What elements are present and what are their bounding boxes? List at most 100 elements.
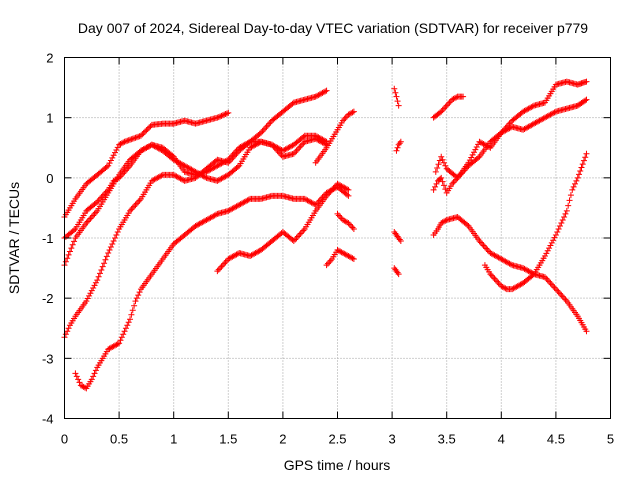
data-point [433,180,440,187]
data-point [94,277,101,284]
data-point [87,290,94,297]
data-point [129,135,136,142]
data-point [71,238,78,245]
data-point [92,279,99,286]
data-point [113,231,120,238]
data-point [350,225,357,232]
data-point [217,113,224,120]
data-point [114,144,121,151]
data-point [570,183,577,190]
series-track-d [61,87,330,341]
data-point [122,138,129,145]
data-point [122,325,129,332]
data-point [96,270,103,277]
data-point [562,296,569,303]
data-point [140,130,147,137]
data-point [135,133,142,140]
data-point [300,133,307,140]
data-point [264,122,271,129]
data-point [219,112,226,119]
data-point [296,231,303,238]
data-point [125,137,132,144]
data-point [469,151,476,158]
data-point [266,120,273,127]
data-point [559,216,566,223]
data-point [120,331,127,338]
data-point [101,191,108,198]
data-point [434,165,441,172]
data-point [554,287,561,294]
data-point [544,277,551,284]
data-point [583,78,590,85]
data-point [345,186,352,193]
series-track-c [61,135,330,269]
data-point [101,260,108,267]
data-point [502,285,509,292]
data-point [344,191,351,198]
series-track-e [72,183,352,392]
data-point [465,159,472,166]
data-point [277,150,284,157]
data-point [577,167,584,174]
series-track-m [391,265,402,278]
data-point [393,93,400,100]
data-point [215,266,222,273]
data-point [222,111,229,118]
x-axis-label: GPS time / hours [284,457,391,473]
data-point [324,260,331,267]
data-point [106,160,113,167]
data-point [442,162,449,169]
data-point [90,212,97,219]
data-point [391,85,398,92]
data-point [76,379,83,386]
data-point [327,257,334,264]
data-point [129,307,136,314]
data-point [229,155,236,162]
data-point [541,253,548,260]
data-point [488,272,495,279]
data-point [471,149,477,156]
axis-ticks: 0 0.5 1 1.5 2 2.5 3 3.5 4 4.5 5 -4 -3 -2 -1 0 1 2 [42,51,614,447]
data-point [117,337,124,344]
data-point [91,282,98,289]
data-point [580,157,587,164]
data-point [550,283,557,290]
data-point [221,111,228,118]
data-point [435,161,442,168]
data-point [267,119,274,126]
series-track-i [334,210,357,232]
x-tick-label: 4 [498,432,505,447]
data-point [110,152,117,159]
y-tick-label: 1 [46,111,53,126]
data-point [132,298,139,305]
data-point [102,256,109,263]
data-point [75,376,82,383]
data-point [436,109,443,116]
data-point [555,289,562,296]
data-point [561,213,568,220]
data-point [99,263,106,270]
data-point [103,163,110,170]
data-points [61,78,590,392]
data-point [136,289,143,296]
data-point [349,109,356,116]
data-point [445,101,452,108]
data-point [86,216,93,223]
data-point [73,373,80,380]
data-point [223,110,230,117]
data-point [68,245,75,252]
data-point [218,112,225,119]
data-point [65,251,72,258]
data-point [65,325,72,332]
series-track-j [391,85,402,109]
data-point [116,340,123,347]
data-point [132,201,139,208]
data-point [578,164,585,171]
data-point [169,152,176,159]
x-tick-label: 1 [170,432,177,447]
data-point [481,244,488,251]
data-point [142,128,149,135]
data-point [499,128,506,135]
data-point [337,213,344,220]
x-tick-label: 2.5 [328,432,346,447]
